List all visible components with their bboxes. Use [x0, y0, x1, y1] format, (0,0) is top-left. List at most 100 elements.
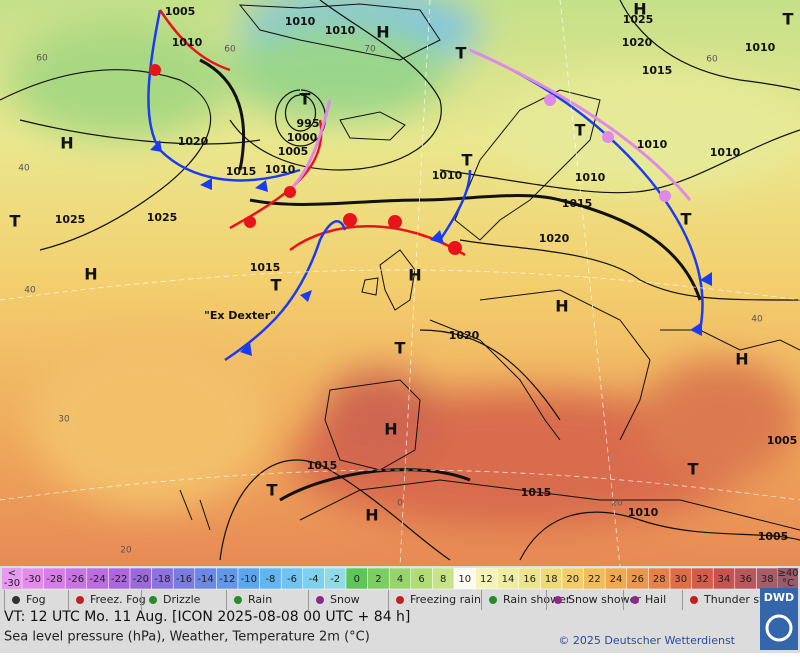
isotherm-label: 60	[224, 45, 236, 55]
colorbar-label: -6	[287, 574, 297, 585]
subtitle: Sea level pressure (hPa), Weather, Tempe…	[4, 630, 370, 645]
legend-icon	[396, 596, 404, 604]
legend-label: Hail	[645, 593, 666, 606]
isotherm-label: 30	[58, 415, 70, 425]
pressure-label: 1015	[642, 64, 673, 77]
isotherm-label: 60	[36, 54, 48, 64]
colorbar-label: 30	[674, 574, 687, 585]
pressure-center: T	[456, 44, 467, 63]
pressure-label: 1020	[622, 36, 653, 49]
legend-icon	[690, 596, 698, 604]
legend-icon	[631, 596, 639, 604]
colorbar-label: -8	[265, 574, 275, 585]
colorbar-label: -24	[89, 574, 105, 585]
colorbar-label: 34	[718, 574, 731, 585]
legend-separator	[682, 590, 683, 610]
isotherm-label: 20	[120, 546, 132, 556]
colorbar-label: 20	[566, 574, 579, 585]
colorbar-label: 10	[458, 574, 471, 585]
pressure-center: T	[783, 10, 794, 29]
colorbar-label: -12	[219, 574, 235, 585]
colorbar-label: 8	[440, 574, 446, 585]
isobars	[0, 0, 800, 561]
isotherm-label: 70	[364, 45, 376, 55]
legend-label: Drizzle	[163, 593, 201, 606]
pressure-label: 1010	[172, 36, 203, 49]
colorbar-label: 14	[502, 574, 515, 585]
legend-label: Freezing rain	[410, 593, 481, 606]
pressure-label: 1005	[165, 5, 196, 18]
colorbar-label: 24	[610, 574, 623, 585]
colorbar-label: 22	[588, 574, 601, 585]
pressure-label: 1010	[745, 41, 776, 54]
pressure-label: 1015	[250, 261, 281, 274]
pressure-center: T	[300, 90, 311, 109]
pressure-label: 1015	[562, 197, 593, 210]
colorbar-label: -28	[46, 574, 62, 585]
colorbar-label: 12	[480, 574, 493, 585]
pressure-center: H	[376, 23, 389, 42]
annotation: "Ex Dexter"	[204, 309, 276, 322]
pressure-label: 1005	[767, 434, 798, 447]
pressure-label: 1020	[539, 232, 570, 245]
pressure-center: T	[395, 339, 406, 358]
legend-separator	[308, 590, 309, 610]
legend-separator	[4, 590, 5, 610]
colorbar-label: 36	[739, 574, 752, 585]
legend-icon	[76, 596, 84, 604]
legend-separator	[141, 590, 142, 610]
legend-label: Rain	[248, 593, 272, 606]
colorbar-label: 26	[631, 574, 644, 585]
colorbar-low	[2, 568, 22, 589]
pressure-center: H	[84, 265, 97, 284]
pressure-label: 1010	[637, 138, 668, 151]
colorbar-label: -16	[176, 574, 192, 585]
pressure-center: H	[633, 0, 646, 19]
pressure-center: T	[271, 276, 282, 295]
isotherm-label: 20	[611, 499, 623, 509]
legend-separator	[623, 590, 624, 610]
legend-separator	[481, 590, 482, 610]
pressure-label: 995	[297, 117, 320, 130]
pressure-label: 1010	[432, 169, 463, 182]
legend-icon	[316, 596, 324, 604]
legend-separator	[68, 590, 69, 610]
pressure-label: 1010	[285, 15, 316, 28]
colorbar-high	[778, 568, 798, 589]
legend-icon	[554, 596, 562, 604]
legend-separator	[388, 590, 389, 610]
pressure-label: 1025	[55, 213, 86, 226]
legend-icon	[12, 596, 20, 604]
colorbar-label: 16	[523, 574, 536, 585]
colorbar-label: 18	[545, 574, 558, 585]
pressure-label: 1015	[307, 459, 338, 472]
pressure-label: 1010	[325, 24, 356, 37]
pressure-center: H	[408, 266, 421, 285]
colorbar-label: 0	[354, 574, 360, 585]
pressure-label: 1020	[178, 135, 209, 148]
legend-label: Rain shower	[503, 593, 571, 606]
isotherm-label: 0	[397, 499, 403, 509]
pressure-center: T	[267, 481, 278, 500]
colorbar-label: -18	[154, 574, 170, 585]
pressure-label: 1010	[628, 506, 659, 519]
front-symbols	[149, 64, 712, 356]
legend-icon	[234, 596, 242, 604]
pressure-label: 1015	[521, 486, 552, 499]
pressure-center: T	[10, 212, 21, 231]
colorbar-label: -30	[25, 574, 41, 585]
pressure-label: 1020	[449, 329, 480, 342]
pressure-center: H	[60, 134, 73, 153]
valid-time: VT: 12 UTC Mo. 11 Aug. [ICON 2025-08-08 …	[4, 609, 410, 625]
pressure-label: 1025	[623, 13, 654, 26]
colorbar-label: 4	[397, 574, 403, 585]
colorbar-label: 6	[418, 574, 424, 585]
logo-swirl	[765, 614, 793, 642]
pressure-label: 1010	[265, 163, 296, 176]
isotherm-label: 40	[18, 164, 30, 174]
pressure-center: T	[575, 121, 586, 140]
pressure-label: 1005	[278, 145, 309, 158]
legend-separator	[546, 590, 547, 610]
legend-separator	[226, 590, 227, 610]
